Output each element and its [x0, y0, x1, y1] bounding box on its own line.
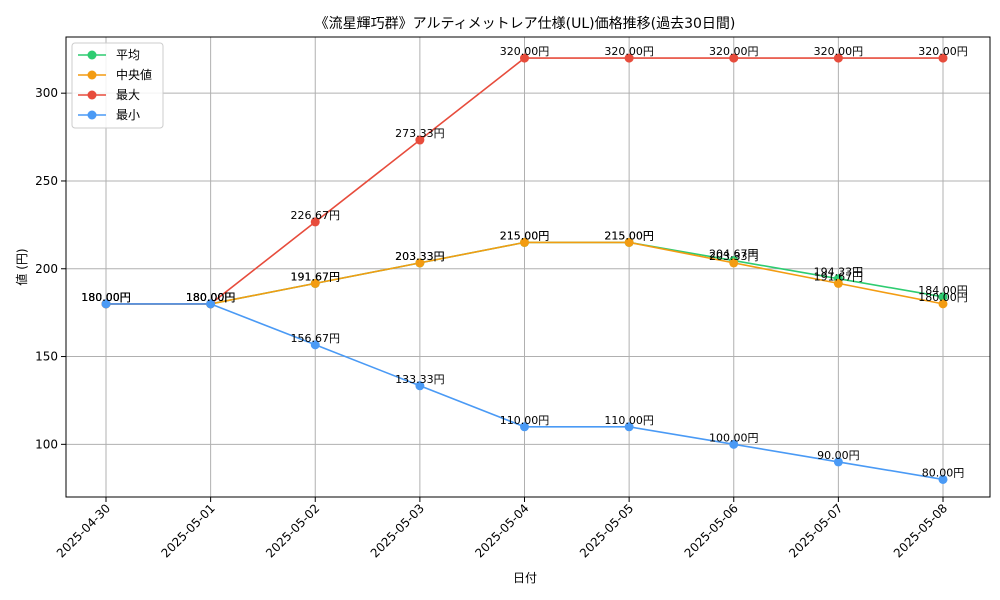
- plot-frame: [65, 36, 991, 498]
- data-label: 180.00円: [186, 291, 236, 304]
- y-tick-label: 150: [35, 350, 58, 364]
- data-label: 215.00円: [500, 229, 550, 242]
- data-label: 133.33円: [395, 373, 445, 386]
- data-label: 156.67円: [291, 332, 341, 345]
- data-label: 320.00円: [814, 45, 864, 58]
- data-label: 110.00円: [604, 414, 654, 427]
- data-label: 184.00円: [918, 284, 968, 297]
- data-point: [833, 278, 843, 288]
- legend-label: 最小: [116, 108, 140, 122]
- data-label: 203.33円: [395, 250, 445, 263]
- data-point: [520, 422, 529, 432]
- data-point: [310, 278, 320, 288]
- data-label: 320.00円: [709, 45, 759, 58]
- data-label: 204.67円: [709, 248, 759, 261]
- data-point: [624, 53, 634, 63]
- legend-marker: [87, 70, 97, 80]
- data-label: 320.00円: [918, 45, 968, 58]
- data-label: 273.33円: [395, 127, 445, 140]
- data-point: [833, 53, 843, 63]
- data-point: [310, 340, 320, 350]
- legend-marker: [87, 110, 97, 120]
- chart-title: 《流星輝巧群》アルティメットレア仕様(UL)価格推移(過去30日間): [315, 16, 736, 32]
- data-point: [938, 474, 948, 484]
- data-label: 180.00円: [186, 291, 236, 304]
- data-label: 180.00円: [186, 291, 236, 304]
- data-point: [415, 258, 425, 268]
- data-label: 203.33円: [395, 250, 445, 263]
- data-label: 194.33円: [814, 266, 864, 279]
- y-tick-label: 200: [35, 262, 58, 276]
- data-point: [624, 422, 634, 432]
- data-label: 180.00円: [81, 291, 131, 304]
- data-label: 180.00円: [918, 291, 968, 304]
- data-point: [206, 299, 216, 309]
- data-label: 90.00円: [817, 449, 860, 462]
- data-point: [310, 217, 320, 227]
- data-point: [833, 457, 843, 467]
- data-label: 180.00円: [81, 291, 131, 304]
- data-label: 203.33円: [709, 250, 759, 263]
- data-label: 180.00円: [81, 291, 131, 304]
- data-label: 180.00円: [186, 291, 236, 304]
- series-layer: [101, 53, 948, 484]
- x-axis-label: 日付: [513, 571, 537, 585]
- data-label: 226.67円: [291, 209, 341, 222]
- data-label: 215.00円: [500, 229, 550, 242]
- legend-label: 中央値: [116, 67, 152, 82]
- legend-marker: [87, 50, 97, 60]
- legend-marker: [87, 90, 97, 100]
- data-label: 100.00円: [709, 431, 759, 444]
- data-label: 320.00円: [500, 45, 550, 58]
- data-labels: 180.00円 180.00円 191.67円 203.33円 215.00円 215.0…: [81, 45, 968, 479]
- data-point: [729, 439, 739, 449]
- data-label: 191.67円: [814, 270, 864, 283]
- data-point: [101, 299, 111, 309]
- data-label: 191.67円: [291, 270, 341, 283]
- y-axis-label: 値 (円): [14, 248, 29, 285]
- data-label: 191.67円: [291, 270, 341, 283]
- data-point: [938, 53, 948, 63]
- data-point: [415, 135, 425, 145]
- data-label: 80.00円: [922, 466, 965, 479]
- data-point: [729, 258, 739, 268]
- legend-box: [71, 42, 164, 129]
- data-label: 215.00円: [604, 229, 654, 242]
- data-point: [520, 53, 529, 63]
- legend-label: 最大: [116, 88, 140, 102]
- data-point: [520, 237, 529, 247]
- grid: [66, 37, 990, 497]
- y-tick-label: 100: [35, 437, 58, 451]
- data-label: 215.00円: [604, 229, 654, 242]
- data-label: 320.00円: [604, 45, 654, 58]
- data-point: [938, 292, 948, 302]
- y-axis-ticks: 100 150 200 250 300: [35, 86, 66, 451]
- legend-label: 平均: [116, 48, 140, 62]
- data-label: 110.00円: [500, 414, 550, 427]
- data-label: 180.00円: [81, 291, 131, 304]
- data-point: [624, 237, 634, 247]
- y-tick-label: 250: [35, 174, 58, 188]
- y-tick-label: 300: [35, 86, 58, 100]
- data-point: [415, 381, 425, 391]
- data-point: [938, 299, 948, 309]
- data-point: [729, 53, 739, 63]
